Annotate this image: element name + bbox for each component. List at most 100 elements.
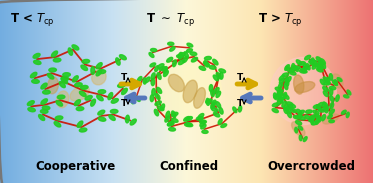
Ellipse shape — [316, 114, 320, 120]
Ellipse shape — [312, 61, 317, 67]
Circle shape — [171, 75, 203, 107]
Text: T $\sim$ $\mathit{T}_{\mathrm{cp}}$: T $\sim$ $\mathit{T}_{\mathrm{cp}}$ — [146, 11, 195, 28]
Ellipse shape — [320, 79, 325, 85]
Ellipse shape — [316, 57, 322, 62]
Ellipse shape — [151, 79, 155, 86]
Ellipse shape — [145, 77, 150, 83]
Ellipse shape — [186, 49, 192, 52]
Ellipse shape — [136, 96, 140, 101]
Ellipse shape — [322, 115, 325, 121]
Circle shape — [153, 57, 221, 125]
Ellipse shape — [311, 115, 316, 120]
Ellipse shape — [196, 117, 203, 120]
Ellipse shape — [330, 102, 334, 109]
Ellipse shape — [274, 95, 280, 99]
Ellipse shape — [151, 73, 155, 80]
Ellipse shape — [96, 70, 102, 76]
Ellipse shape — [92, 70, 106, 85]
Ellipse shape — [305, 110, 312, 113]
Ellipse shape — [72, 45, 79, 50]
Ellipse shape — [330, 96, 334, 102]
Ellipse shape — [303, 64, 308, 69]
Ellipse shape — [158, 64, 164, 68]
Ellipse shape — [183, 56, 188, 63]
Ellipse shape — [329, 74, 333, 80]
Ellipse shape — [42, 106, 50, 110]
Ellipse shape — [323, 91, 328, 97]
Ellipse shape — [41, 83, 47, 89]
Ellipse shape — [74, 100, 81, 106]
Ellipse shape — [285, 77, 289, 84]
Ellipse shape — [61, 77, 69, 81]
Ellipse shape — [149, 53, 154, 57]
Ellipse shape — [220, 72, 223, 79]
Ellipse shape — [125, 115, 129, 123]
Ellipse shape — [299, 135, 302, 141]
Ellipse shape — [279, 75, 284, 81]
Ellipse shape — [118, 84, 125, 87]
Ellipse shape — [289, 104, 296, 108]
Ellipse shape — [76, 107, 84, 111]
Ellipse shape — [328, 115, 332, 119]
Ellipse shape — [317, 66, 324, 70]
Ellipse shape — [199, 66, 206, 70]
Ellipse shape — [209, 66, 216, 69]
Ellipse shape — [290, 108, 296, 113]
Ellipse shape — [184, 52, 189, 58]
Ellipse shape — [322, 102, 326, 109]
Ellipse shape — [109, 115, 115, 120]
Ellipse shape — [206, 98, 209, 105]
Ellipse shape — [186, 117, 192, 121]
Ellipse shape — [278, 83, 282, 89]
Ellipse shape — [302, 66, 307, 71]
Ellipse shape — [163, 70, 168, 76]
Ellipse shape — [98, 110, 105, 115]
Ellipse shape — [203, 62, 209, 66]
Circle shape — [175, 79, 199, 103]
Ellipse shape — [317, 65, 323, 68]
Ellipse shape — [48, 77, 58, 94]
Ellipse shape — [233, 107, 237, 113]
Ellipse shape — [168, 42, 174, 45]
Ellipse shape — [329, 86, 336, 90]
Ellipse shape — [277, 98, 284, 102]
Ellipse shape — [74, 83, 82, 87]
Ellipse shape — [315, 118, 319, 124]
Ellipse shape — [204, 61, 209, 67]
Ellipse shape — [323, 87, 328, 91]
Ellipse shape — [211, 90, 214, 97]
Ellipse shape — [213, 75, 218, 81]
Text: Cooperative: Cooperative — [36, 160, 116, 173]
Ellipse shape — [152, 89, 155, 96]
Ellipse shape — [293, 115, 300, 119]
Ellipse shape — [326, 77, 330, 84]
Ellipse shape — [347, 90, 351, 95]
Ellipse shape — [27, 101, 34, 106]
Ellipse shape — [216, 102, 221, 108]
Ellipse shape — [111, 99, 118, 103]
Ellipse shape — [239, 106, 242, 112]
Ellipse shape — [155, 66, 158, 72]
Ellipse shape — [284, 107, 288, 113]
Ellipse shape — [299, 62, 305, 65]
Ellipse shape — [277, 91, 283, 96]
Circle shape — [153, 56, 222, 126]
Circle shape — [168, 71, 206, 111]
Ellipse shape — [163, 67, 167, 73]
Ellipse shape — [277, 90, 283, 94]
Ellipse shape — [157, 73, 161, 79]
Circle shape — [182, 86, 192, 96]
Ellipse shape — [321, 59, 325, 65]
Ellipse shape — [43, 90, 50, 94]
Circle shape — [157, 60, 217, 122]
Ellipse shape — [137, 76, 142, 82]
Circle shape — [164, 68, 210, 114]
Ellipse shape — [77, 121, 83, 127]
Text: T: T — [237, 99, 243, 108]
Ellipse shape — [98, 70, 106, 74]
Ellipse shape — [299, 70, 306, 73]
Ellipse shape — [332, 74, 343, 88]
Ellipse shape — [160, 104, 164, 111]
Ellipse shape — [272, 109, 278, 113]
Ellipse shape — [303, 137, 307, 141]
